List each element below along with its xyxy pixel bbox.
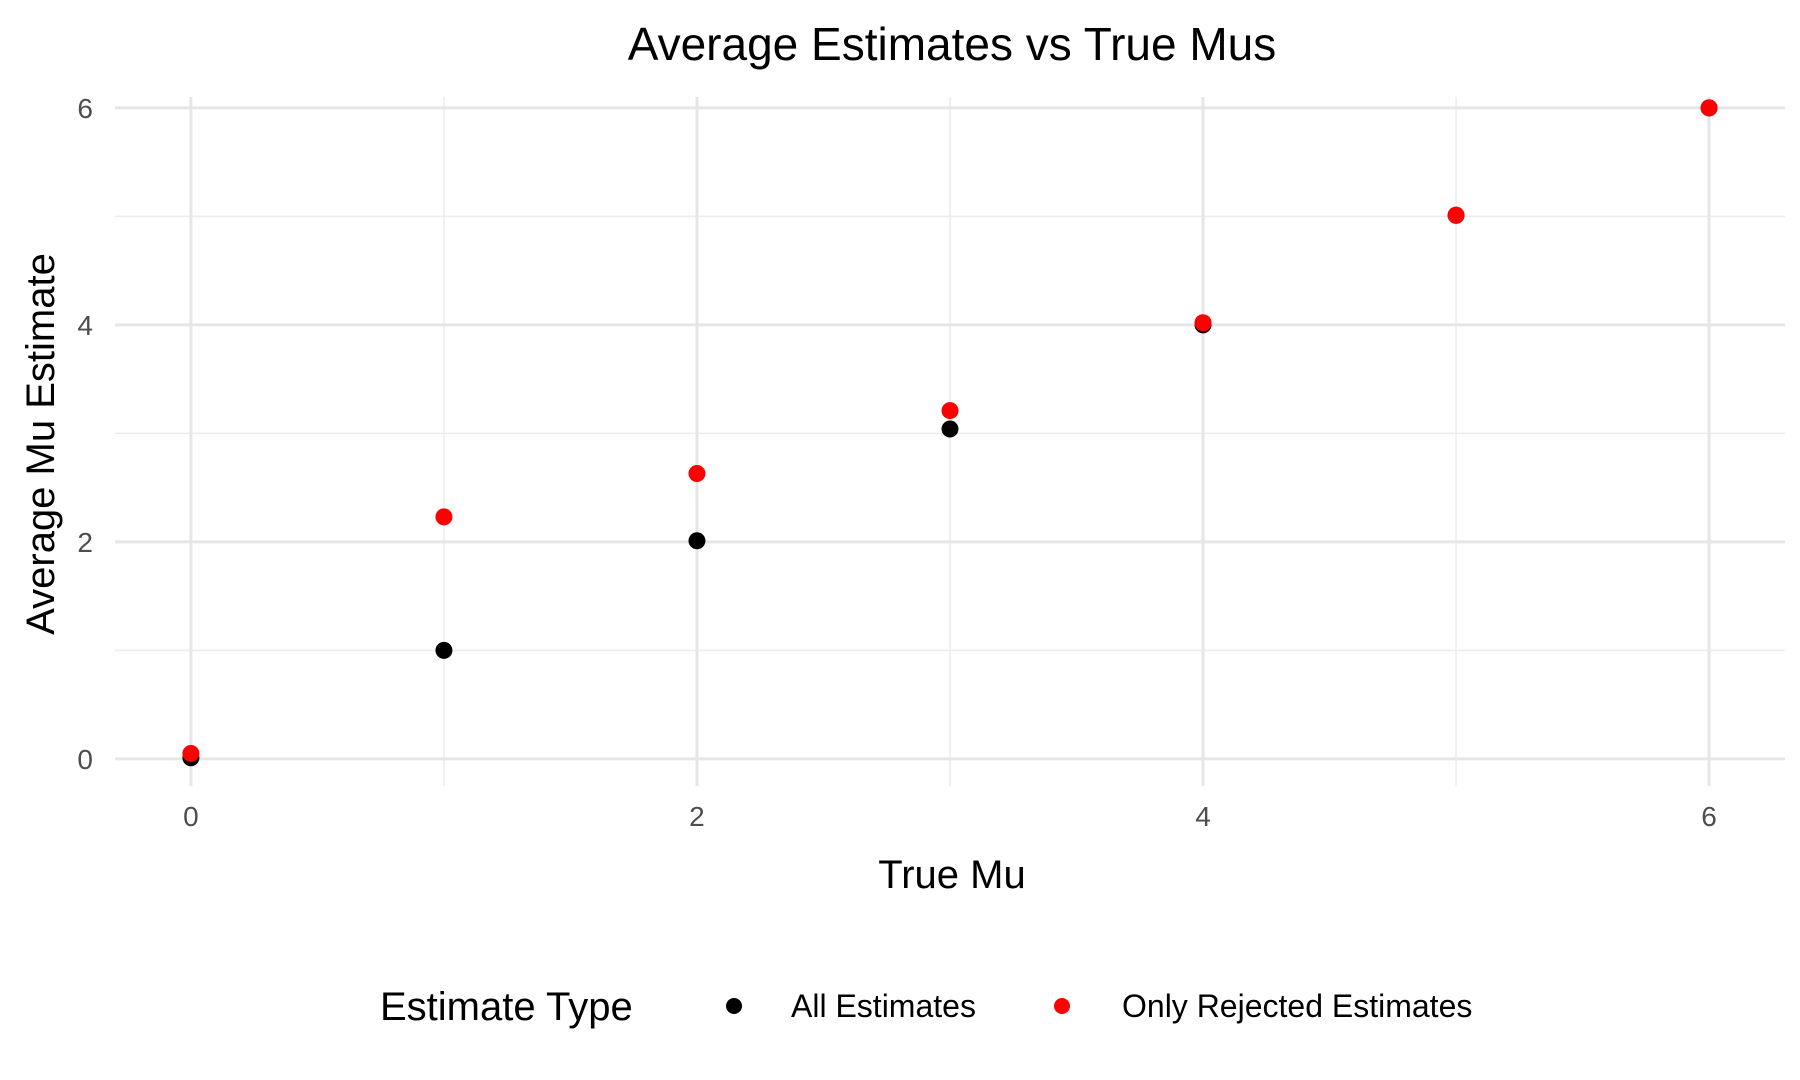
chart-title: Average Estimates vs True Mus: [628, 18, 1277, 70]
legend-marker-all-estimates: [726, 998, 742, 1014]
grid-layer: [115, 97, 1785, 786]
data-point-only-rejected-estimates: [1447, 206, 1465, 224]
legend-marker-only-rejected-estimates: [1054, 998, 1070, 1014]
data-point-all-estimates: [688, 532, 706, 550]
legend-label-only-rejected-estimates: Only Rejected Estimates: [1122, 988, 1472, 1024]
data-point-only-rejected-estimates: [435, 508, 453, 526]
x-tick-label: 0: [183, 801, 199, 832]
x-axis-title: True Mu: [878, 853, 1025, 897]
data-point-only-rejected-estimates: [941, 402, 959, 420]
data-point-all-estimates: [435, 641, 453, 659]
x-tick-label: 2: [689, 801, 705, 832]
legend-label-all-estimates: All Estimates: [791, 988, 976, 1024]
tick-label-layer: 0 2 4 6 0 2 4 6: [77, 93, 1716, 832]
data-point-only-rejected-estimates: [1700, 99, 1718, 117]
y-tick-label: 2: [77, 527, 93, 558]
y-tick-label: 4: [77, 310, 93, 341]
data-point-only-rejected-estimates: [182, 744, 200, 762]
data-point-all-estimates: [941, 420, 959, 438]
y-tick-label: 0: [77, 744, 93, 775]
y-axis-title: Average Mu Estimate: [19, 253, 63, 635]
data-point-layer: [182, 99, 1718, 767]
legend: Estimate Type All Estimates Only Rejecte…: [380, 985, 1472, 1029]
data-point-only-rejected-estimates: [1194, 314, 1212, 332]
x-tick-label: 4: [1195, 801, 1211, 832]
y-tick-label: 6: [77, 93, 93, 124]
data-point-only-rejected-estimates: [688, 465, 706, 483]
x-tick-label: 6: [1701, 801, 1717, 832]
legend-title: Estimate Type: [380, 985, 633, 1029]
